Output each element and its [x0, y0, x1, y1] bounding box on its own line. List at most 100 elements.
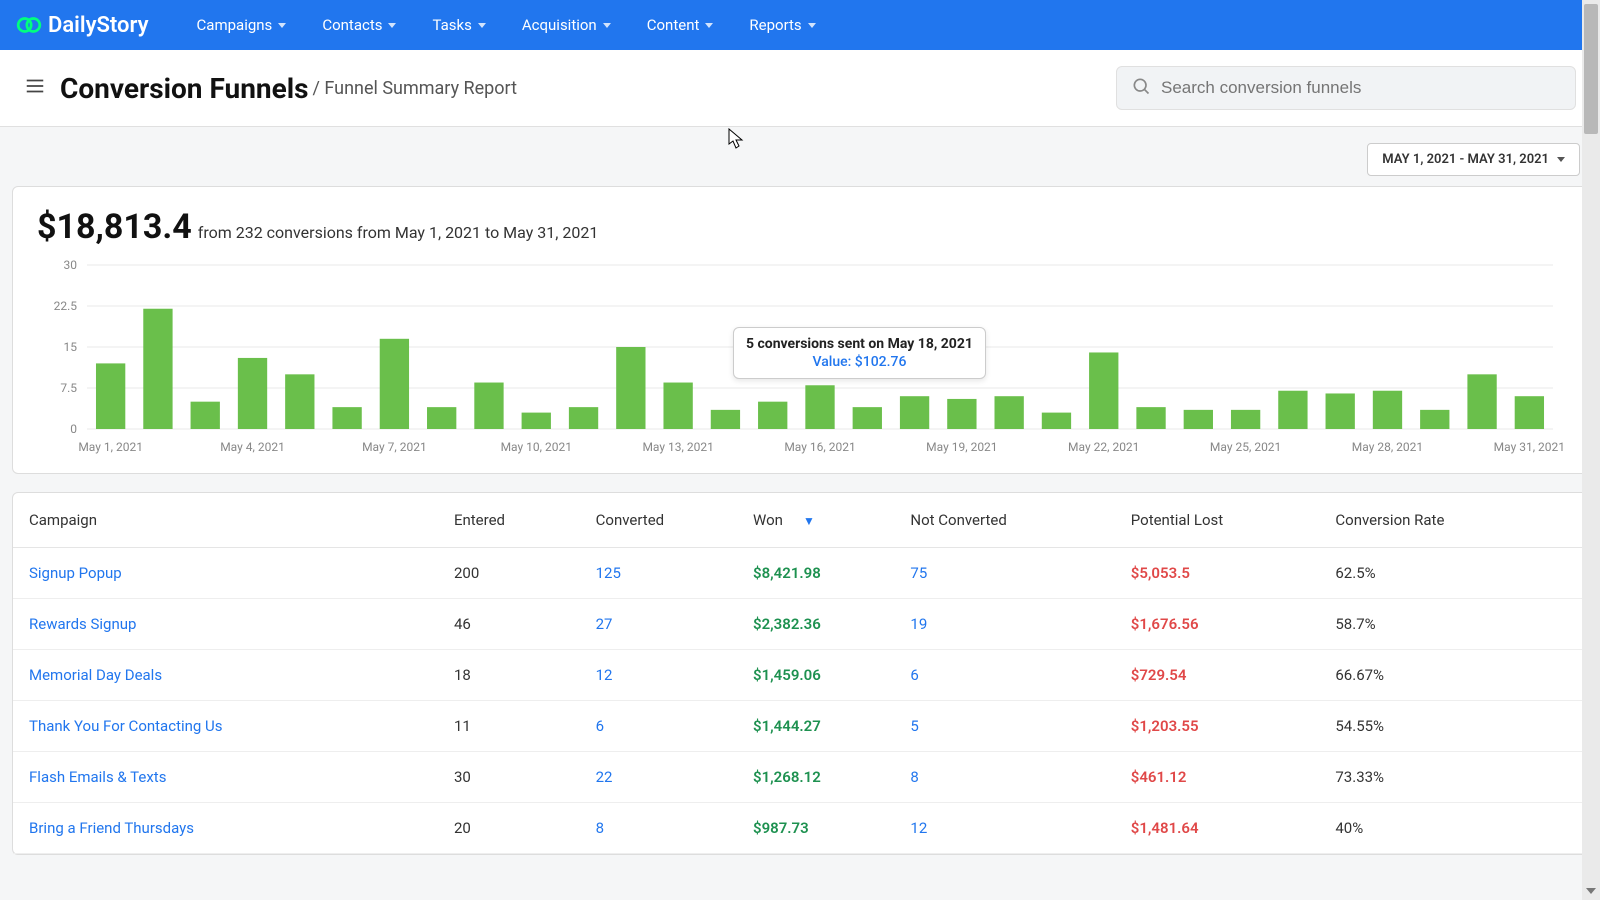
svg-text:0: 0	[70, 422, 77, 436]
chart-tooltip: 5 conversions sent on May 18, 2021 Value…	[733, 327, 986, 379]
svg-text:May 28, 2021: May 28, 2021	[1352, 440, 1423, 454]
chevron-down-icon	[603, 23, 611, 28]
table-cell: 18	[438, 650, 580, 701]
table-cell: $987.73	[737, 803, 894, 854]
table-col-entered[interactable]: Entered	[438, 493, 580, 548]
sort-desc-icon: ▼	[803, 514, 815, 528]
table-cell[interactable]: 6	[894, 650, 1114, 701]
table-cell: 46	[438, 599, 580, 650]
table-cell: 30	[438, 752, 580, 803]
table-cell: $1,459.06	[737, 650, 894, 701]
chart-area: 07.51522.530May 1, 2021May 4, 2021May 7,…	[37, 259, 1563, 459]
table-col-campaign[interactable]: Campaign	[13, 493, 438, 548]
table-row: Thank You For Contacting Us116$1,444.275…	[13, 701, 1587, 752]
svg-text:May 1, 2021: May 1, 2021	[78, 440, 143, 454]
table-cell: $1,481.64	[1115, 803, 1320, 854]
search-input[interactable]	[1161, 78, 1561, 98]
date-range-label: MAY 1, 2021 - MAY 31, 2021	[1382, 152, 1549, 167]
nav-item-label: Content	[647, 16, 700, 34]
table-cell: 62.5%	[1319, 548, 1587, 599]
chevron-down-icon	[1557, 157, 1565, 162]
table-cell[interactable]: 8	[894, 752, 1114, 803]
table-cell[interactable]: Thank You For Contacting Us	[13, 701, 438, 752]
content: MAY 1, 2021 - MAY 31, 2021 $18,813.4 fro…	[0, 127, 1600, 867]
table-cell: 40%	[1319, 803, 1587, 854]
chevron-down-icon	[705, 23, 713, 28]
table-cell: 54.55%	[1319, 701, 1587, 752]
nav-items: Campaigns Contacts Tasks Acquisition Content…	[179, 0, 834, 50]
subheader: Conversion Funnels / Funnel Summary Repo…	[0, 50, 1600, 127]
top-nav: DailyStory Campaigns Contacts Tasks Acquisi…	[0, 0, 1600, 50]
table-cell[interactable]: Flash Emails & Texts	[13, 752, 438, 803]
nav-item-content[interactable]: Content	[629, 0, 732, 50]
table-cell: 200	[438, 548, 580, 599]
svg-text:May 19, 2021: May 19, 2021	[926, 440, 997, 454]
table-cell[interactable]: 27	[580, 599, 737, 650]
table-cell[interactable]: Signup Popup	[13, 548, 438, 599]
chevron-down-icon	[808, 23, 816, 28]
search-icon	[1131, 76, 1151, 100]
logo[interactable]: DailyStory	[16, 12, 149, 38]
table-cell: $8,421.98	[737, 548, 894, 599]
table-col-conversion-rate[interactable]: Conversion Rate	[1319, 493, 1587, 548]
table-cell: $1,676.56	[1115, 599, 1320, 650]
scrollbar-thumb[interactable]	[1584, 4, 1598, 134]
summary-amount: $18,813.4	[37, 207, 192, 247]
table-cell: 66.67%	[1319, 650, 1587, 701]
table-cell[interactable]: 75	[894, 548, 1114, 599]
nav-item-acquisition[interactable]: Acquisition	[504, 0, 629, 50]
table-col-potential-lost[interactable]: Potential Lost	[1115, 493, 1320, 548]
table-cell[interactable]: 12	[580, 650, 737, 701]
nav-item-label: Reports	[749, 16, 801, 34]
chevron-down-icon	[478, 23, 486, 28]
svg-text:May 13, 2021: May 13, 2021	[642, 440, 713, 454]
menu-icon[interactable]	[24, 75, 46, 101]
nav-item-contacts[interactable]: Contacts	[304, 0, 414, 50]
table-cell[interactable]: 6	[580, 701, 737, 752]
table-col-not-converted[interactable]: Not Converted	[894, 493, 1114, 548]
summary-subtext: from 232 conversions from May 1, 2021 to…	[198, 223, 599, 242]
nav-item-campaigns[interactable]: Campaigns	[179, 0, 305, 50]
table-cell[interactable]: 125	[580, 548, 737, 599]
table-col-converted[interactable]: Converted	[580, 493, 737, 548]
nav-item-label: Tasks	[432, 16, 471, 34]
table-cell: $729.54	[1115, 650, 1320, 701]
chevron-down-icon	[388, 23, 396, 28]
scrollbar-down-icon[interactable]	[1582, 882, 1600, 900]
svg-text:May 10, 2021: May 10, 2021	[501, 440, 572, 454]
table-col-won[interactable]: Won▼	[737, 493, 894, 548]
svg-text:May 22, 2021: May 22, 2021	[1068, 440, 1139, 454]
table-cell: 58.7%	[1319, 599, 1587, 650]
svg-text:May 4, 2021: May 4, 2021	[220, 440, 285, 454]
scrollbar[interactable]	[1582, 0, 1600, 900]
table-cell[interactable]: 19	[894, 599, 1114, 650]
svg-text:May 31, 2021: May 31, 2021	[1494, 440, 1563, 454]
table-panel: CampaignEnteredConvertedWon▼Not Converte…	[12, 492, 1588, 855]
page-title: Conversion Funnels	[60, 72, 309, 105]
nav-item-label: Contacts	[322, 16, 382, 34]
nav-item-reports[interactable]: Reports	[731, 0, 833, 50]
table-cell: $1,203.55	[1115, 701, 1320, 752]
tooltip-title: 5 conversions sent on May 18, 2021	[746, 336, 973, 352]
date-range-row: MAY 1, 2021 - MAY 31, 2021	[12, 139, 1588, 186]
search-box[interactable]	[1116, 66, 1576, 110]
table-cell[interactable]: 22	[580, 752, 737, 803]
nav-item-label: Campaigns	[197, 16, 273, 34]
logo-text: DailyStory	[48, 13, 149, 38]
nav-item-tasks[interactable]: Tasks	[414, 0, 503, 50]
summary-panel: $18,813.4 from 232 conversions from May …	[12, 186, 1588, 474]
table-cell[interactable]: 8	[580, 803, 737, 854]
table-row: Rewards Signup4627$2,382.3619$1,676.5658…	[13, 599, 1587, 650]
table-cell[interactable]: Memorial Day Deals	[13, 650, 438, 701]
funnel-table: CampaignEnteredConvertedWon▼Not Converte…	[13, 493, 1587, 854]
table-cell[interactable]: 5	[894, 701, 1114, 752]
tooltip-value: Value: $102.76	[746, 354, 973, 370]
table-cell[interactable]: Bring a Friend Thursdays	[13, 803, 438, 854]
table-cell[interactable]: Rewards Signup	[13, 599, 438, 650]
svg-text:May 7, 2021: May 7, 2021	[362, 440, 427, 454]
table-row: Signup Popup200125$8,421.9875$5,053.562.…	[13, 548, 1587, 599]
logo-icon	[16, 12, 42, 38]
svg-text:7.5: 7.5	[60, 381, 77, 395]
date-range-button[interactable]: MAY 1, 2021 - MAY 31, 2021	[1367, 143, 1580, 176]
table-cell[interactable]: 12	[894, 803, 1114, 854]
